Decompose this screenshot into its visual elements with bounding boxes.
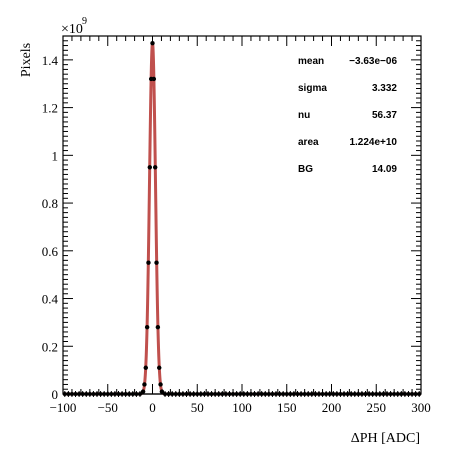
peak-data-point (150, 40, 155, 46)
y-tick-label: 0 (52, 387, 59, 402)
peak-data-point (157, 365, 162, 370)
x-tick-label: 200 (322, 400, 342, 415)
y-tick-label: 0.6 (42, 244, 59, 259)
axis-tick-labels: −100 −50 0 50 100 150 200 250 300 0 0.2 0.4 0.6 0.8 1 1… (42, 53, 431, 415)
peak-data-point (152, 165, 158, 170)
x-tick-label: 50 (191, 400, 204, 415)
x-tick-label: 100 (232, 400, 252, 415)
peak-data-point (151, 76, 157, 82)
peak-data-point (140, 389, 146, 394)
y-multiplier-exponent: 9 (82, 16, 87, 27)
y-axis-title: Pixels (19, 43, 34, 77)
stat-value-area: 1.224e+10 (349, 137, 397, 148)
y-tick-label: 1.2 (42, 101, 58, 116)
peak-data-point (146, 260, 151, 265)
peak-data-point (155, 324, 161, 330)
stat-name-area: area (298, 137, 319, 148)
x-tick-label: 300 (411, 400, 431, 415)
stat-value-sigma: 3.332 (372, 83, 397, 94)
y-multiplier-label: ×10 (61, 22, 83, 37)
stat-name-bg: BG (298, 164, 313, 175)
x-tick-label: 250 (367, 400, 387, 415)
stat-value-mean: −3.63e−06 (349, 56, 397, 67)
stat-value-bg: 14.09 (372, 164, 397, 175)
y-tick-label: 0.4 (42, 292, 59, 307)
data-points-layer (62, 40, 422, 397)
axis-ticks (62, 36, 422, 395)
stat-value-nu: 56.37 (372, 110, 397, 121)
stat-name-mean: mean (298, 56, 324, 67)
stat-name-nu: nu (298, 110, 310, 121)
x-tick-label: −100 (50, 400, 77, 415)
stats-box: mean −3.63e−06 sigma 3.332 nu 56.37 area… (298, 56, 397, 175)
peak-data-point (158, 382, 163, 387)
x-axis-title: ΔPH [ADC] (351, 431, 420, 446)
y-tick-label: 0.8 (42, 196, 58, 211)
stat-name-sigma: sigma (298, 83, 327, 94)
x-tick-label: 0 (149, 400, 156, 415)
x-tick-label: 150 (277, 400, 297, 415)
peak-data-point (144, 324, 150, 330)
peak-data-point (143, 365, 148, 370)
x-tick-label: −50 (98, 400, 118, 415)
peak-data-point (154, 260, 159, 265)
y-tick-label: 1 (52, 148, 59, 163)
peak-data-point (142, 382, 147, 387)
y-tick-label: 1.4 (42, 53, 59, 68)
y-tick-label: 0.2 (42, 339, 58, 354)
peak-data-point (159, 389, 165, 394)
peak-data-point (147, 165, 153, 170)
